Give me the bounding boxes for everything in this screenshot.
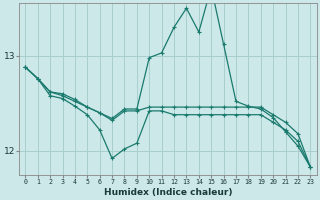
X-axis label: Humidex (Indice chaleur): Humidex (Indice chaleur) [104,188,232,197]
